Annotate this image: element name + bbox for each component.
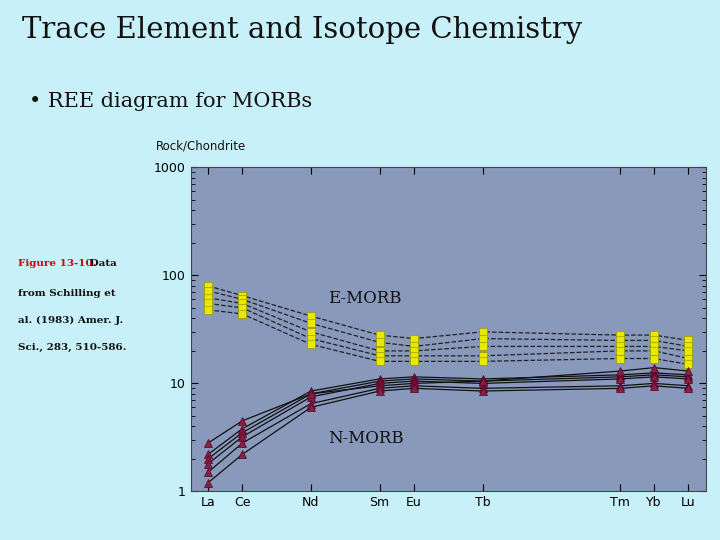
- Text: N-MORB: N-MORB: [328, 430, 404, 447]
- Text: Sci., 283, 510-586.: Sci., 283, 510-586.: [18, 343, 127, 352]
- Text: • REE diagram for MORBs: • REE diagram for MORBs: [29, 92, 312, 111]
- Text: Rock/Chondrite: Rock/Chondrite: [156, 139, 246, 152]
- Text: E-MORB: E-MORB: [328, 291, 402, 307]
- Text: Data: Data: [86, 259, 117, 268]
- Text: from Schilling et: from Schilling et: [18, 289, 116, 298]
- Text: Trace Element and Isotope Chemistry: Trace Element and Isotope Chemistry: [22, 16, 582, 44]
- Text: al. (1983) Amer. J.: al. (1983) Amer. J.: [18, 316, 123, 325]
- Text: Figure 13-10.: Figure 13-10.: [18, 259, 96, 268]
